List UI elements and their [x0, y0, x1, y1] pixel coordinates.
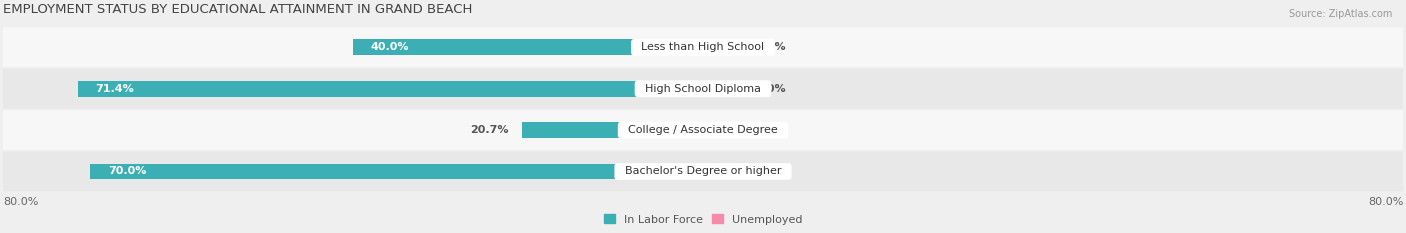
Text: 1.3%: 1.3%: [727, 166, 758, 176]
Text: 0.0%: 0.0%: [755, 84, 786, 94]
Text: EMPLOYMENT STATUS BY EDUCATIONAL ATTAINMENT IN GRAND BEACH: EMPLOYMENT STATUS BY EDUCATIONAL ATTAINM…: [3, 3, 472, 16]
Text: 40.0%: 40.0%: [370, 42, 409, 52]
Text: College / Associate Degree: College / Associate Degree: [621, 125, 785, 135]
Text: Source: ZipAtlas.com: Source: ZipAtlas.com: [1288, 9, 1392, 19]
Text: 71.4%: 71.4%: [96, 84, 135, 94]
Legend: In Labor Force, Unemployed: In Labor Force, Unemployed: [599, 210, 807, 229]
Text: High School Diploma: High School Diploma: [638, 84, 768, 94]
Bar: [703, 39, 742, 55]
Bar: [90, 164, 703, 179]
Text: 70.0%: 70.0%: [108, 166, 146, 176]
Bar: [703, 122, 742, 138]
Text: 80.0%: 80.0%: [3, 197, 38, 207]
Text: 0.0%: 0.0%: [755, 42, 786, 52]
Bar: [79, 81, 703, 96]
FancyBboxPatch shape: [0, 27, 1406, 67]
Bar: [703, 81, 742, 96]
Text: Less than High School: Less than High School: [634, 42, 772, 52]
Text: 0.0%: 0.0%: [755, 125, 786, 135]
Bar: [703, 164, 714, 179]
FancyBboxPatch shape: [0, 69, 1406, 109]
Text: 80.0%: 80.0%: [1368, 197, 1403, 207]
FancyBboxPatch shape: [0, 110, 1406, 150]
Bar: [353, 39, 703, 55]
Bar: [522, 122, 703, 138]
FancyBboxPatch shape: [0, 152, 1406, 191]
Text: 20.7%: 20.7%: [470, 125, 509, 135]
Text: Bachelor's Degree or higher: Bachelor's Degree or higher: [617, 166, 789, 176]
